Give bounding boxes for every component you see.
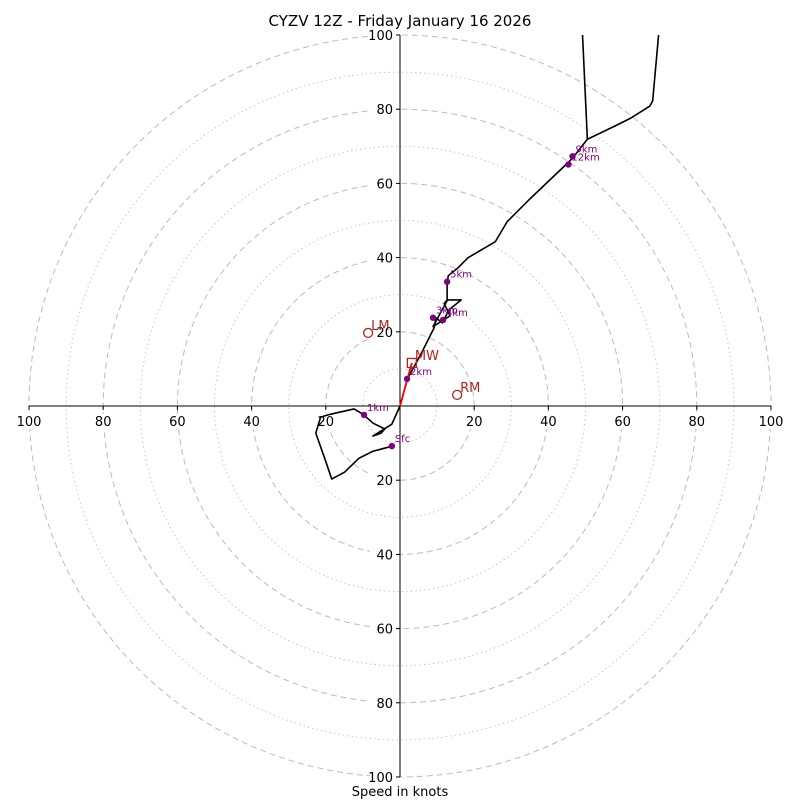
height-label-4km: 4km — [446, 308, 468, 319]
height-label-9km: 9km — [576, 144, 598, 155]
y-tick-bg — [370, 175, 396, 191]
y-tick-bg — [370, 769, 396, 784]
y-tick-label: 60 — [376, 177, 393, 192]
chart-title: CYZV 12Z - Friday January 16 2026 — [269, 12, 532, 30]
x-tick-bg — [758, 414, 784, 429]
y-tick-label: 80 — [376, 103, 393, 118]
x-tick-bg — [535, 414, 562, 429]
x-tick-label: 80 — [689, 415, 706, 430]
x-tick-bg — [461, 414, 488, 429]
height-marker-3km — [429, 314, 437, 321]
y-tick-bg — [370, 472, 396, 488]
height-label-3km: 3km — [436, 306, 458, 317]
y-tick-bg — [370, 546, 396, 562]
tick-labels: 100 80 60 40 20 20 40 60 80 100 100 80 60 40 20 20 40 60 8… — [16, 27, 784, 786]
y-tick-label: 60 — [376, 623, 393, 638]
y-tick-label: 100 — [368, 29, 393, 44]
x-tick-bg — [312, 414, 339, 429]
y-tick-label: 20 — [376, 326, 393, 341]
y-tick-label: 80 — [376, 697, 393, 712]
height-marker-sfc — [388, 442, 396, 450]
height-label-2km: 2km — [410, 367, 432, 378]
motion-marker-mw — [406, 357, 418, 369]
motion-label-rm: RM — [460, 381, 480, 396]
y-tick-label: 20 — [376, 474, 393, 489]
height-marker-9km — [569, 153, 576, 160]
x-tick-bg — [238, 414, 265, 429]
x-tick-label: 100 — [759, 415, 784, 430]
x-tick-label: 60 — [169, 415, 186, 430]
height-marker-4km — [439, 316, 447, 324]
height-marker-2km — [403, 375, 411, 383]
y-tick-bg — [370, 694, 396, 710]
motion-label-mw: MW — [415, 349, 439, 364]
height-label-sfc: Sfc — [395, 434, 410, 445]
trace-line — [314, 34, 660, 480]
height-label-5km: 5km — [450, 270, 472, 281]
y-tick-label: 100 — [368, 771, 393, 786]
y-tick-bg — [370, 101, 396, 117]
trace-branch-line — [581, 34, 589, 140]
y-tick-label: 40 — [376, 252, 393, 267]
x-tick-label: 80 — [95, 415, 112, 430]
mean-wind-line — [399, 362, 413, 407]
x-tick-label: 20 — [318, 415, 335, 430]
y-tick-bg — [370, 620, 396, 636]
height-label-1km: 1km — [367, 403, 389, 414]
x-tick-label: 100 — [17, 415, 42, 430]
x-tick-bg — [164, 414, 191, 429]
x-tick-label: 60 — [614, 415, 631, 430]
motion-label-lm: LM — [371, 319, 389, 334]
x-tick-bg — [90, 414, 117, 429]
height-marker-5km — [443, 278, 451, 285]
x-tick-label: 20 — [466, 415, 483, 430]
height-label-12km: 12km — [571, 152, 599, 163]
x-tick-label: 40 — [243, 415, 260, 430]
height-marker-12km — [565, 161, 572, 168]
motion-marker-rm — [451, 389, 463, 401]
y-tick-bg — [370, 249, 396, 265]
y-tick-bg — [370, 323, 396, 339]
x-tick-bg — [609, 414, 636, 429]
x-tick-bg — [16, 414, 42, 429]
x-tick-bg — [683, 414, 710, 429]
x-axis-label: Speed in knots — [352, 785, 449, 800]
y-tick-label: 40 — [376, 548, 393, 563]
motion-marker-lm — [362, 327, 374, 339]
x-tick-label: 40 — [540, 415, 557, 430]
hodograph-trace — [314, 34, 660, 480]
mean-wind-segment — [399, 362, 413, 407]
storm-motion-markers: LM MW RM — [362, 319, 480, 401]
height-marker-1km — [360, 411, 368, 419]
y-tick-bg — [370, 27, 396, 42]
